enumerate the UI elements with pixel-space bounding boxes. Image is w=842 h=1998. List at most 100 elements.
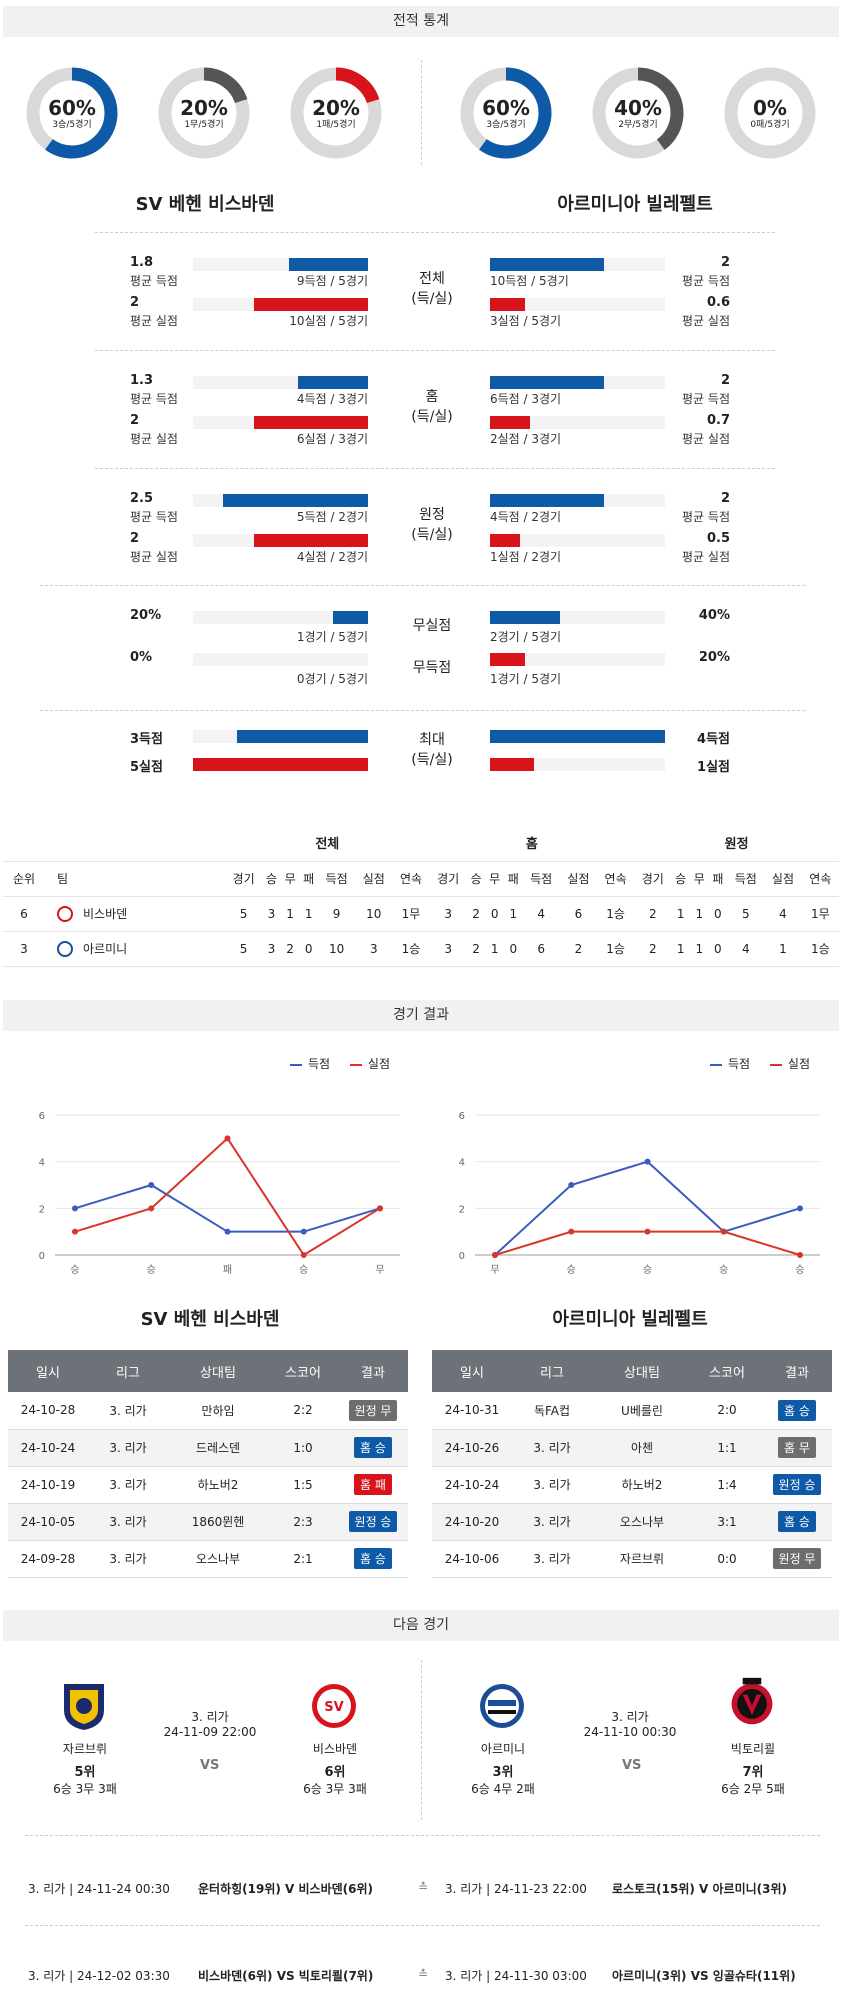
home-bar-track: [193, 258, 368, 271]
table-row: 24-10-19 3. 리가 하노버2 1:5 홈 패: [8, 1466, 408, 1504]
home-bar-fill: [254, 534, 368, 547]
results-col-header: 결과: [762, 1350, 832, 1392]
score-cell: 2:3: [268, 1503, 338, 1541]
home-stat-label: 평균 득점: [130, 274, 178, 288]
team-name: 비스바덴: [312, 1742, 358, 1756]
col-header: 득점: [317, 861, 356, 897]
opponent-cell: 하노버2: [168, 1466, 268, 1504]
league-cell: 3. 리가: [512, 1466, 592, 1504]
results-col-header: 일시: [8, 1350, 88, 1392]
away-bar-fill: [490, 376, 604, 389]
donut-label: 20% 1무/5경기: [158, 97, 250, 131]
upcoming-1-left-match: 운터하힝(19위) V 비스바덴(6위): [198, 1882, 374, 1896]
away-bar-track: [490, 298, 665, 311]
stat-cell: 1: [689, 896, 709, 932]
result-badge: 홈 승: [778, 1511, 816, 1532]
category-name: 전체: [419, 271, 445, 287]
donut-label: 40% 2무/5경기: [592, 97, 684, 131]
upcoming-1-right-date: 3. 리가 | 24-11-23 22:00: [445, 1882, 587, 1896]
donut-subtext: 3승/5경기: [52, 120, 92, 130]
date-cell: 24-10-05: [8, 1503, 88, 1541]
next-left-info: 3. 리가 24-11-09 22:00: [160, 1708, 260, 1739]
donut-label: 60% 3승/5경기: [460, 97, 552, 131]
home-stat-count: 1경기 / 5경기: [296, 630, 368, 644]
stat-cell: 2: [466, 931, 486, 967]
y-tick-label: 2: [39, 1204, 45, 1215]
donut-chart: 60% 3승/5경기: [26, 67, 118, 159]
table-row: 24-10-28 3. 리가 만하임 2:2 원정 무: [8, 1392, 408, 1430]
next-right-info: 3. 리가 24-11-10 00:30: [580, 1708, 680, 1739]
away-results-chart: 0 2 4 6 무 승 승 승 승: [459, 1111, 820, 1276]
stat-cell: 3: [262, 931, 281, 967]
stat-cell: 2: [466, 896, 486, 932]
results-col-header: 결과: [338, 1350, 408, 1392]
legend-line-conceded: [769, 1063, 782, 1066]
col-header: 득점: [522, 861, 560, 897]
donut-track: [724, 67, 816, 159]
data-point: [72, 1205, 78, 1212]
team-cell: 비스바덴: [45, 896, 225, 932]
home-bar-track: [193, 494, 368, 507]
clean-sheet-label: 무실점: [412, 618, 452, 634]
col-header: 승: [466, 861, 486, 897]
divider: [40, 710, 805, 711]
home-bar-track: [193, 758, 368, 771]
next-right-team2: 빅토리쾰 7위 6승 2무 5패: [703, 1740, 803, 1797]
team-record: 6승 3무 3패: [303, 1782, 367, 1796]
home-stat-value: 2: [130, 295, 140, 310]
away-bar-fill: [490, 416, 530, 429]
bielefeld-icon: [57, 941, 73, 958]
league-cell: 3. 리가: [88, 1466, 168, 1504]
result-cell: 홈 승: [338, 1540, 408, 1578]
x-tick-label: 승: [299, 1264, 308, 1276]
stat-cell: 0: [299, 931, 318, 967]
stat-category-label: 원정 (득/실): [387, 505, 477, 545]
away-stat-label: 평균 실점: [682, 314, 730, 328]
away-stat-value: 2: [720, 491, 730, 506]
home-stat-count: 0경기 / 5경기: [296, 672, 368, 686]
col-header: 승: [262, 861, 281, 897]
score-cell: 3:1: [692, 1503, 762, 1541]
opponent-cell: 만하임: [168, 1392, 268, 1430]
category-name: 홈: [425, 389, 439, 405]
divider: [421, 1660, 422, 1820]
y-tick-label: 4: [39, 1158, 45, 1169]
stat-cell: 5: [225, 931, 263, 967]
stat-cell: 2: [280, 931, 300, 967]
away-bar-fill: [490, 653, 525, 666]
stat-cell: 1승: [392, 931, 430, 967]
x-tick-label: 승: [70, 1264, 79, 1276]
stat-cell: 10: [355, 896, 393, 932]
score-cell: 1:0: [268, 1429, 338, 1467]
away-stat-label: 평균 실점: [682, 550, 730, 564]
y-tick-label: 0: [459, 1251, 465, 1262]
stat-cell: 1: [764, 931, 802, 967]
away-bar-fill: [490, 534, 520, 547]
away-stat-label: 평균 득점: [682, 510, 730, 524]
donut-subtext: 2무/5경기: [618, 120, 658, 130]
team-name: 아르미니: [83, 941, 128, 956]
result-cell: 홈 패: [338, 1466, 408, 1504]
team-rank: 3위: [492, 1765, 514, 1780]
away-stat-value: 0.5: [706, 531, 730, 546]
next-left-team1: 자르브뤼 5위 6승 3무 3패: [35, 1740, 135, 1797]
stat-cell: 1: [280, 896, 300, 932]
away-team-title: 아르미니아 빌레펠트: [557, 194, 713, 215]
date-cell: 24-10-26: [432, 1429, 512, 1467]
blank-cell: [45, 825, 225, 862]
opponent-cell: 하노버2: [592, 1466, 692, 1504]
stat-cell: 4: [522, 896, 560, 932]
col-header: 경기: [225, 861, 263, 897]
away-bar-fill: [490, 494, 604, 507]
team-header: 팀: [45, 861, 225, 897]
away-bar-track: [490, 416, 665, 429]
away-bar-fill: [490, 611, 560, 624]
opponent-cell: 오스나부: [592, 1503, 692, 1541]
stat-cell: 5: [727, 896, 765, 932]
opponent-cell: U베를린: [592, 1392, 692, 1430]
table-row: 24-10-06 3. 리가 자르브뤼 0:0 원정 무: [432, 1540, 832, 1578]
wiesbaden-icon: [57, 906, 73, 923]
stat-cell: 1승: [596, 931, 635, 967]
away-stat-count: 4득점 / 2경기: [490, 510, 562, 524]
stat-cell: 1: [503, 896, 523, 932]
